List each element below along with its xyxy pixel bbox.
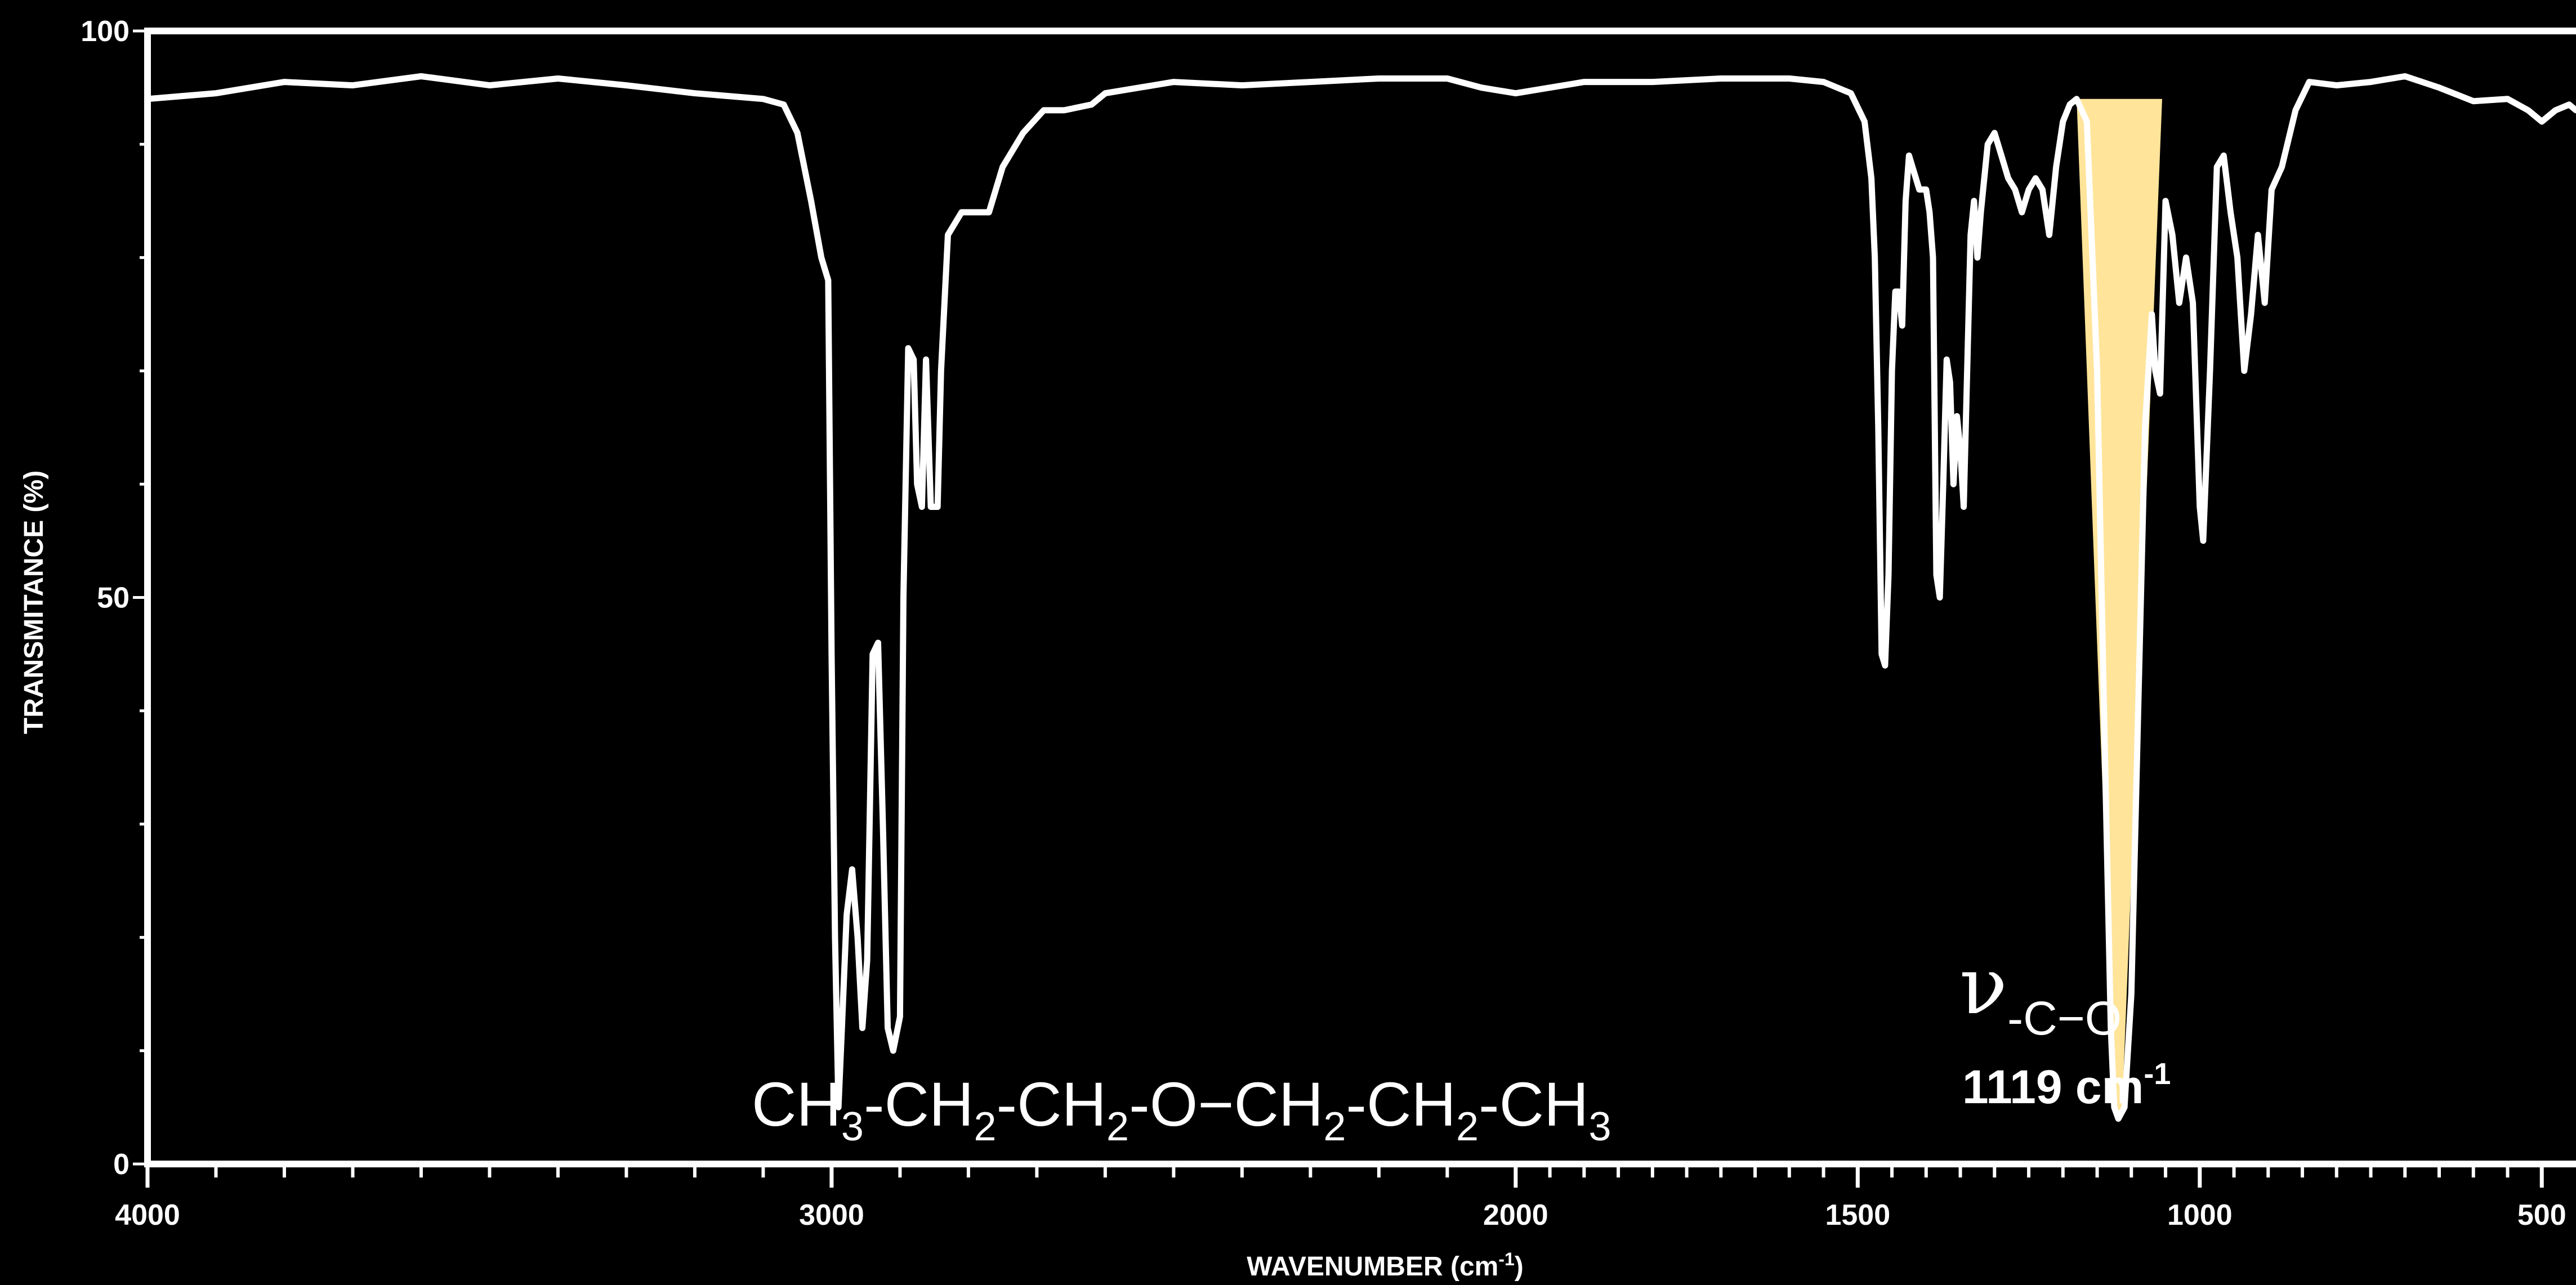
formula-subscript: 2 — [974, 1104, 996, 1149]
series-layer — [144, 73, 2576, 1122]
x-tick-label-500: 500 — [2517, 1199, 2566, 1232]
formula-segment: CH — [752, 1070, 841, 1139]
peak-wavenumber-label: 1119 cm-1 — [1962, 1057, 2171, 1113]
formula-segment: -CH — [997, 1070, 1107, 1139]
formula-subscript: 3 — [841, 1104, 864, 1149]
spectrum-series-line-0 — [144, 73, 2576, 1122]
x-tick-label-4000: 4000 — [115, 1199, 180, 1232]
x-tick-label-1000: 1000 — [2167, 1199, 2233, 1232]
peak-wavenumber-text: 1119 cm — [1962, 1060, 2144, 1113]
y-axis-label: TRANSMITANCE (%) — [19, 471, 49, 734]
formula-segment: -CH — [1479, 1070, 1589, 1139]
vibration-mode-label: ν-C−O — [1959, 941, 2122, 1045]
formula-subscript: 2 — [1106, 1104, 1129, 1149]
formula-subscript: 2 — [1323, 1104, 1346, 1149]
y-tick-label-100: 100 — [81, 15, 130, 48]
formula-segment: -O−CH — [1129, 1070, 1323, 1139]
formula-subscript: 3 — [1589, 1104, 1611, 1149]
formula-segment: -CH — [1346, 1070, 1456, 1139]
x-tick-label-3000: 3000 — [799, 1199, 864, 1232]
formula-segment: -CH — [864, 1070, 974, 1139]
y-tick-label-0: 0 — [113, 1148, 130, 1181]
formula-subscript: 2 — [1456, 1104, 1479, 1149]
x-tick-label-1500: 1500 — [1825, 1199, 1890, 1232]
peak-wavenumber-sup: -1 — [2144, 1057, 2171, 1091]
x-axis-label-close: ) — [1515, 1252, 1524, 1282]
x-tick-label-2000: 2000 — [1483, 1199, 1548, 1232]
x-axis-label: WAVENUMBER (cm-1) — [1247, 1249, 1524, 1282]
nu-subscript: -C−O — [2007, 992, 2122, 1045]
nu-symbol: ν — [1959, 941, 2007, 1032]
x-axis-label-main: WAVENUMBER (cm — [1247, 1252, 1498, 1282]
molecule-formula: CH3-CH2-CH2-O−CH2-CH2-CH3 — [752, 1070, 1611, 1149]
x-axis-label-sup: -1 — [1498, 1249, 1514, 1269]
y-tick-label-50: 50 — [97, 582, 130, 615]
